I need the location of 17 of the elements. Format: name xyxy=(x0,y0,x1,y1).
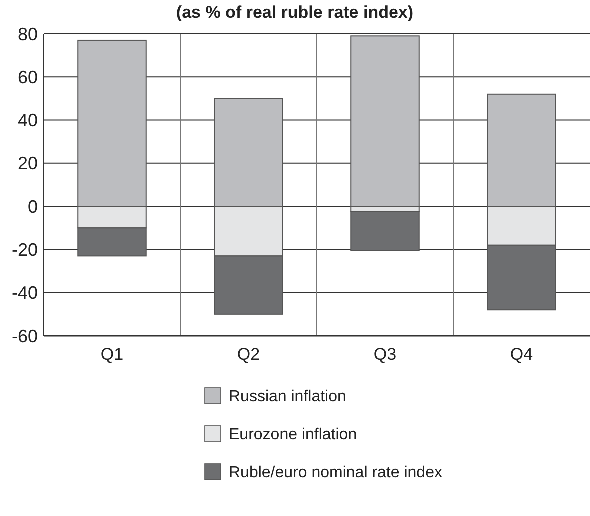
y-tick-label: 80 xyxy=(18,24,38,44)
y-tick-label: 60 xyxy=(18,67,38,88)
y-tick-label: -20 xyxy=(12,240,38,260)
x-tick-label: Q4 xyxy=(510,345,534,364)
legend-label: Ruble/euro nominal rate index xyxy=(229,464,442,482)
x-tick-label: Q2 xyxy=(237,345,260,364)
x-tick-label: Q3 xyxy=(374,345,397,364)
y-tick-label: 0 xyxy=(28,196,38,217)
legend-label: Russian inflation xyxy=(229,388,346,406)
x-tick-label: Q1 xyxy=(100,345,124,364)
bar xyxy=(350,36,420,208)
y-tick-label: 40 xyxy=(18,110,38,131)
y-tick-label: -60 xyxy=(12,326,38,346)
y-tick-label: 20 xyxy=(18,154,38,174)
legend-label: Eurozone inflation xyxy=(229,426,358,444)
chart-title: (as % of real ruble rate index) xyxy=(176,3,414,22)
y-tick-label: -40 xyxy=(12,283,38,304)
